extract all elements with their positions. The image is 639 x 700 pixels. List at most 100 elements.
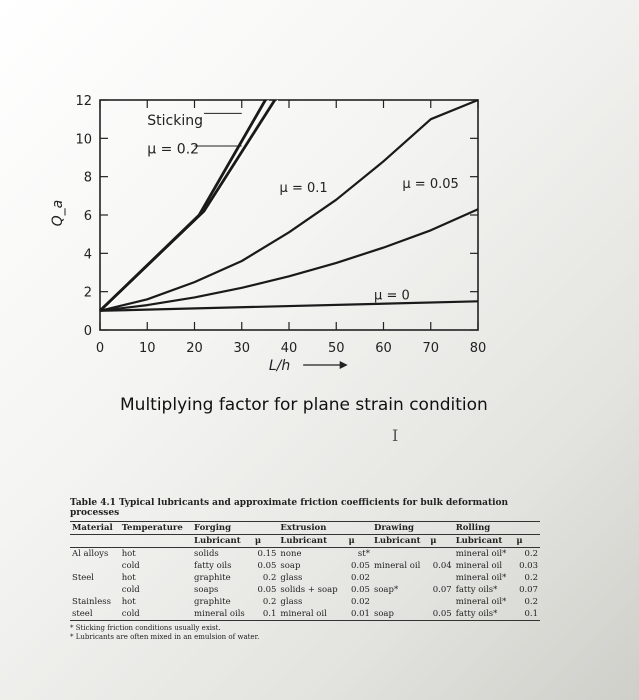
table-cell-f-lub: mineral oils xyxy=(192,608,253,621)
table-cell-e-mu: 0.05 xyxy=(351,561,370,571)
table-cell-temp: cold xyxy=(119,608,193,621)
table-cell-d-lub xyxy=(372,596,428,608)
y-tick-label: 0 xyxy=(84,324,92,339)
table-cell-d-lub: mineral oil xyxy=(373,561,421,571)
table-cell-e-mu: 0.05 xyxy=(351,585,370,595)
series-line-4 xyxy=(99,300,479,312)
table-cell-e-lub: none xyxy=(280,549,302,559)
table-row: Al alloys hot solids 0.15 none st* mineral oil… xyxy=(70,548,540,561)
table-body: Al alloys hot solids 0.15 none st* mineral oil… xyxy=(70,548,540,621)
subheader-rolling-mu: μ xyxy=(514,534,540,548)
table-cell-d-lub: soap xyxy=(371,608,429,621)
series-line-1 xyxy=(99,99,276,312)
x-tick-label: 80 xyxy=(470,341,487,356)
table-cell-r-mu: 0.03 xyxy=(519,561,538,571)
table-cell-temp: hot xyxy=(121,573,136,583)
table-cell-d-lub xyxy=(372,572,428,584)
header-drawing: Drawing xyxy=(371,521,454,535)
annotation-label: μ = 0.05 xyxy=(402,177,458,192)
table-cell-d-mu: 0.07 xyxy=(432,585,452,595)
table-cell-r-lub: mineral oil* xyxy=(455,597,507,607)
table-cell-f-mu: 0.15 xyxy=(257,549,277,559)
subheader-rolling-lubricant: Lubricant xyxy=(453,534,515,548)
table-cell-material: Al alloys xyxy=(72,549,109,559)
subheader-forging-lubricant: Lubricant xyxy=(192,534,253,548)
subheader-extrusion-mu: μ xyxy=(346,534,372,548)
table-cell-material xyxy=(70,560,120,572)
table-cell-e-mu: st* xyxy=(357,549,370,559)
footnote-lubricants: * Lubricants are often mixed in an emuls… xyxy=(70,633,260,642)
table-cell-f-lub: solids xyxy=(194,549,219,559)
series-line-3 xyxy=(99,208,479,312)
header-material: Material xyxy=(70,521,120,535)
x-tick-label: 30 xyxy=(233,341,250,356)
table-row: cold fatty oils 0.05 soap 0.05 mineral oil 0.0… xyxy=(70,560,540,572)
table-cell-e-mu: 0.01 xyxy=(346,608,372,621)
table-cell-r-lub: mineral oil xyxy=(455,561,503,571)
table-cell-f-lub: fatty oils xyxy=(194,561,232,571)
table-cell-temp: cold xyxy=(121,585,140,595)
table-cell-temp: hot xyxy=(121,597,136,607)
table-cell-r-mu: 0.07 xyxy=(519,585,538,595)
table-cell-d-mu: 0.05 xyxy=(428,608,454,621)
table-cell-material: steel xyxy=(70,608,120,621)
table-cell-r-mu: 0.1 xyxy=(514,608,540,621)
table-cell-d-mu xyxy=(428,572,453,584)
chart-caption: Multiplying factor for plane strain cond… xyxy=(120,395,488,415)
table-cell-d-lub xyxy=(372,548,428,561)
table-cell-r-lub: fatty oils* xyxy=(455,585,498,595)
annotation-label: μ = 0.2 xyxy=(147,142,199,158)
table-cell-f-mu: 0.05 xyxy=(257,585,277,595)
table-cell-material: Stainless xyxy=(72,597,111,607)
table-cell-r-lub: mineral oil* xyxy=(455,549,507,559)
table-cell-e-lub: mineral oil xyxy=(278,608,347,621)
y-tick-label: 6 xyxy=(84,209,92,224)
text-cursor-icon: I xyxy=(392,426,399,445)
table-cell-r-lub: fatty oils* xyxy=(453,608,515,621)
subheader-extrusion-lubricant: Lubricant xyxy=(278,534,347,548)
table-cell-d-mu: 0.04 xyxy=(432,561,452,571)
annotation-label: μ = 0 xyxy=(374,288,410,303)
x-axis-arrowhead-icon xyxy=(339,361,348,369)
subheader-forging-mu: μ xyxy=(252,534,279,548)
y-tick-label: 4 xyxy=(84,247,92,262)
table-title: Table 4.1 Typical lubricants and approxi… xyxy=(70,498,509,518)
x-tick-label: 70 xyxy=(422,341,439,356)
series-line-inner-1 xyxy=(102,99,279,312)
table-cell-r-mu: 0.2 xyxy=(524,549,538,559)
table-cell-f-lub: graphite xyxy=(194,597,231,607)
series-line-inner-0 xyxy=(102,99,269,312)
y-tick-label: 2 xyxy=(84,286,92,301)
annotation-label: Sticking xyxy=(147,113,203,129)
series-line-2 xyxy=(99,98,479,312)
table-cell-f-lub: graphite xyxy=(194,573,231,583)
y-tick-label: 10 xyxy=(75,132,92,147)
table-cell-e-mu: 0.02 xyxy=(351,597,370,607)
x-tick-label: 40 xyxy=(281,341,298,356)
header-extrusion: Extrusion xyxy=(278,521,372,535)
table-cell-e-lub: soap xyxy=(280,561,301,571)
table-cell-f-lub: soaps xyxy=(194,585,219,595)
x-tick-label: 20 xyxy=(186,341,203,356)
table-cell-e-lub: glass xyxy=(280,597,303,607)
table-cell-d-mu xyxy=(428,548,453,561)
table-row: Steel hot graphite 0.2 glass 0.02 mineral oil*… xyxy=(70,572,540,584)
table-cell-f-mu: 0.2 xyxy=(262,573,277,583)
table-cell-f-mu: 0.1 xyxy=(252,608,279,621)
table-grid: Material Temperature Forging Extrusion D… xyxy=(70,521,540,621)
table-row: steel cold mineral oils 0.1 mineral oil 0.01 s… xyxy=(70,608,540,621)
header-temperature: Temperature xyxy=(119,521,193,535)
table-cell-d-lub: soap* xyxy=(373,585,399,595)
series-line-0 xyxy=(99,99,267,312)
x-tick-label: 50 xyxy=(328,341,345,356)
y-tick-label: 8 xyxy=(84,171,92,186)
y-axis-label: Q_a xyxy=(50,200,66,227)
annotation-label: μ = 0.1 xyxy=(280,181,328,196)
table-cell-e-mu: 0.02 xyxy=(351,573,370,583)
header-rolling: Rolling xyxy=(453,521,540,535)
table-row: Stainless hot graphite 0.2 glass 0.02 mineral … xyxy=(70,596,540,608)
x-axis-label: L/h xyxy=(269,358,290,374)
table-cell-material: Steel xyxy=(72,573,95,583)
lubricants-table: Table 4.1 Typical lubricants and approxi… xyxy=(70,498,540,642)
